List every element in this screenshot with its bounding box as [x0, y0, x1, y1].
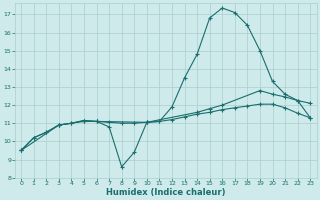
X-axis label: Humidex (Indice chaleur): Humidex (Indice chaleur)	[106, 188, 225, 197]
